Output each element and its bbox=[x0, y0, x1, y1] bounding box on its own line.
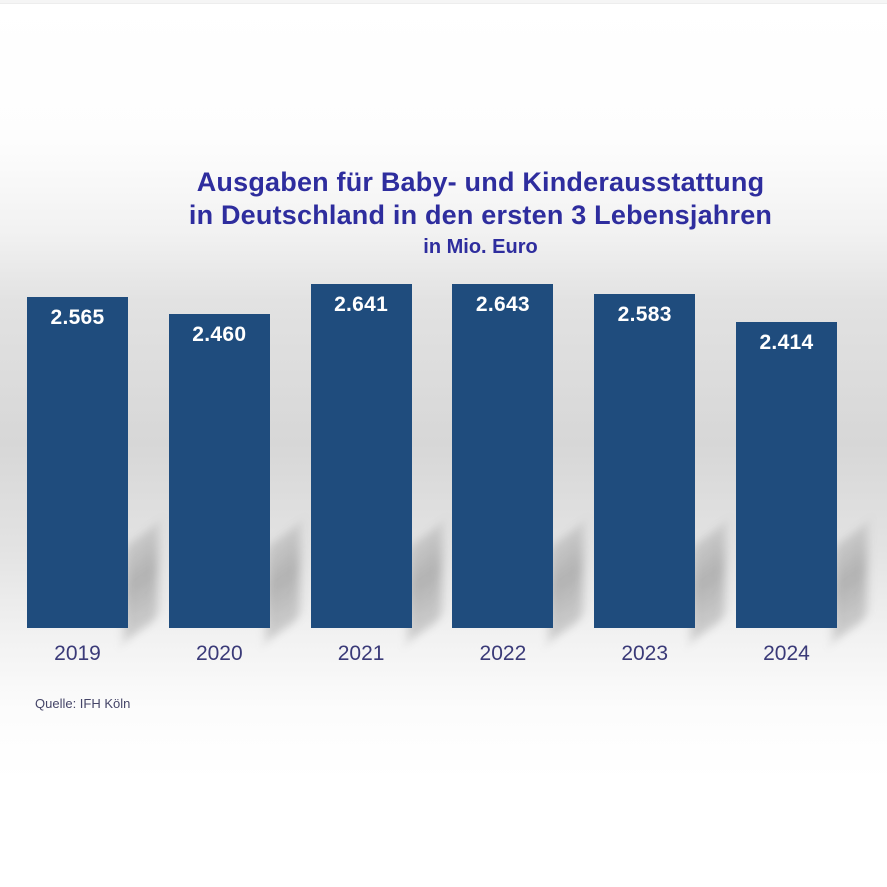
bar-shadow bbox=[124, 523, 158, 642]
x-axis-label-2020: 2020 bbox=[195, 642, 243, 665]
bar-shadow bbox=[832, 523, 867, 642]
x-axis-label-2023: 2023 bbox=[621, 642, 669, 665]
bar-column-2020: 2.460 bbox=[168, 278, 300, 642]
chart-title-line-1: Ausgaben für Baby- und Kinderausstattung bbox=[196, 167, 765, 197]
bar-shadow bbox=[265, 523, 300, 642]
bar-column-2023: 2.583 bbox=[594, 278, 726, 642]
source-note: Quelle: IFH Köln bbox=[35, 696, 131, 711]
bar-value-label: 2.583 bbox=[617, 303, 672, 326]
bar-2024: 2.414 bbox=[735, 322, 837, 628]
chart-title: Ausgaben für Baby- und Kinderausstattung… bbox=[74, 166, 887, 232]
x-axis-label-2022: 2022 bbox=[479, 642, 527, 665]
bar-shadow bbox=[407, 523, 442, 642]
bar-column-2024: 2.414 bbox=[735, 278, 867, 642]
bar-value-label: 2.641 bbox=[334, 293, 389, 316]
bar-2020: 2.460 bbox=[168, 314, 270, 628]
bar-value-label: 2.460 bbox=[192, 323, 247, 346]
bar-2023: 2.583 bbox=[594, 294, 696, 628]
x-axis-label-2024: 2024 bbox=[763, 642, 810, 665]
bar-2022: 2.643 bbox=[452, 284, 554, 628]
bar-value-label: 2.565 bbox=[50, 306, 105, 329]
chart-title-line-2: in Deutschland in den ersten 3 Lebensjah… bbox=[188, 200, 773, 230]
top-border-line bbox=[0, 0, 887, 4]
bar-shadow bbox=[549, 523, 584, 642]
x-axis-labels: 2019 2020 2021 2022 2023 2024 bbox=[27, 642, 837, 666]
x-axis-label-2019: 2019 bbox=[54, 642, 101, 665]
bar-2021: 2.641 bbox=[310, 284, 412, 628]
bar-2019: 2.565 bbox=[27, 297, 128, 628]
chart-subtitle: in Mio. Euro bbox=[423, 236, 538, 258]
x-axis-label-2021: 2021 bbox=[337, 642, 385, 665]
bar-column-2019: 2.565 bbox=[27, 278, 158, 642]
bar-value-label: 2.414 bbox=[759, 331, 814, 354]
chart-header: Ausgaben für Baby- und Kinderausstattung… bbox=[0, 0, 887, 262]
bar-column-2022: 2.643 bbox=[452, 278, 584, 642]
bar-value-label: 2.643 bbox=[475, 293, 530, 316]
bar-shadow bbox=[691, 523, 726, 642]
plot-area: 2.565 2.460 2.641 2.643 2.583 2.414 bbox=[27, 278, 867, 642]
bar-column-2021: 2.641 bbox=[310, 278, 442, 642]
